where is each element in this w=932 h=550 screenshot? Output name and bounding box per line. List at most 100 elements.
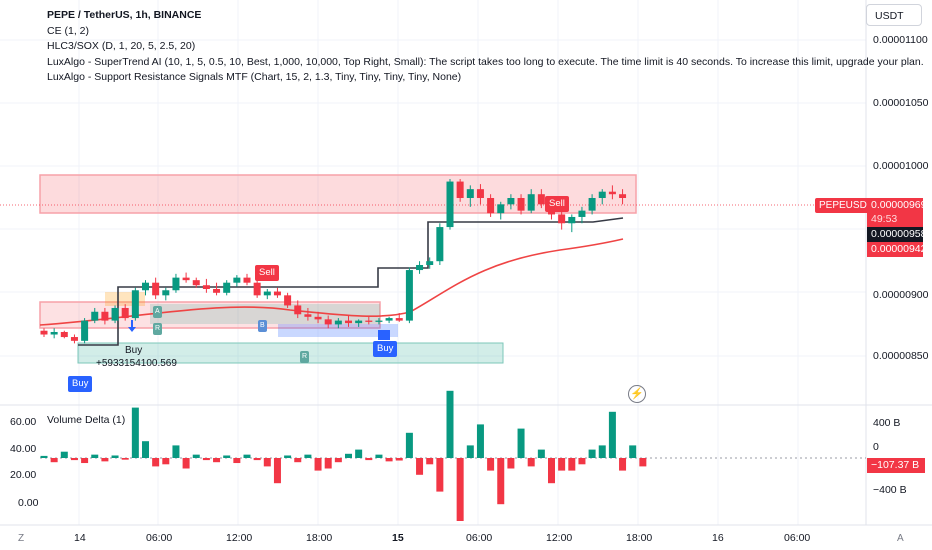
vd-bar [111,455,119,458]
candle-body [487,198,495,214]
sell-signal-1: Sell [255,265,279,281]
vd-bar [385,458,393,462]
candle-body [162,290,170,296]
vd-bar [243,454,251,458]
price-tick-1: 0.00001100 [873,34,928,46]
candle-body [619,194,627,198]
vd-bar [253,458,261,461]
currency-selector[interactable]: USDT [866,4,922,26]
candle-body [131,290,139,319]
buy-signal-1: Buy [68,376,93,392]
vd-bar [436,458,444,492]
time-tick-5: 15 [392,532,404,544]
vd-bar [70,458,78,461]
vd-bar [202,458,210,461]
candle-body [537,194,545,205]
candle-body [40,330,48,335]
time-tick-2: 06:00 [146,532,173,544]
candle-body [334,320,342,325]
trend-curve-red [39,238,624,326]
candle-body [588,198,596,211]
candle-body [558,214,566,224]
time-tick-3: 12:00 [226,532,253,544]
candle-body [91,311,99,321]
time-tick-7: 12:00 [546,532,573,544]
candle-body [446,181,454,228]
vd-last-value-tag: −107.37 B [867,458,925,473]
vd-bar [273,458,281,484]
vd-bar [629,445,637,458]
vd-bar [304,454,312,458]
vd-bar [456,458,464,521]
sell-signal-2: Sell [545,196,569,212]
candle-body [223,282,231,293]
price-tick-3: 0.00001000 [873,160,929,172]
vd-bar [172,445,180,458]
vd-bar [314,458,322,471]
vd-bar [50,458,58,463]
corner-label-left: Z [18,533,25,544]
vd-bar [416,458,424,475]
candle-body [202,285,210,290]
candle-body [142,282,149,291]
candle-body [314,316,322,320]
candle-body [456,181,464,198]
candle-body [70,337,78,341]
candle-body [578,210,586,217]
vd-bar [395,458,403,461]
vd-bar [121,458,129,460]
trend-step-black [78,217,624,346]
candle-body [426,261,434,265]
last-price-tag: 0.00000969 [867,198,926,213]
candle-body [345,320,352,324]
lightning-icon[interactable]: ⚡ [628,385,646,403]
candle-body [121,307,129,319]
vd-left-tick-3: 20.00 [10,469,37,481]
symbol-tag: PEPEUSDT [815,198,877,213]
vd-left-tick-4: 0.00 [18,497,39,509]
candle-body [213,289,221,293]
candle-body [192,280,200,286]
orange-zone [105,292,145,306]
candle-body [497,204,505,214]
candle-body [365,320,373,322]
candle-body [233,277,241,283]
candle-body [50,331,58,335]
candle-body [101,311,109,321]
vd-bar [324,458,332,469]
vd-left-tick-1: 60.00 [10,416,37,428]
buy-plain-label: Buy [125,345,143,356]
vd-bar [284,455,292,458]
vd-bar [152,458,160,467]
chart-legend: PEPE / TetherUS, 1h, BINANCE CE (1, 2) H… [47,8,924,86]
vd-bar [588,449,596,458]
candle-body [152,282,160,296]
vd-bar [233,458,241,464]
candle-body [284,295,292,306]
vd-bar [426,458,434,465]
vd-bar [334,458,342,463]
level-red-tag: 0.00000942 [867,242,926,257]
candle-body [598,191,606,198]
vd-bar [365,458,373,461]
marker-a: A [153,306,162,318]
candle-body [355,320,363,324]
vd-bar [192,454,200,458]
candle-body [263,291,271,296]
vd-bar [81,458,89,464]
candle-body [405,270,413,321]
price-tick-4: 0.00000900 [873,289,929,301]
vd-bar [101,458,109,462]
legend-sr-signals: LuxAlgo - Support Resistance Signals MTF… [47,71,462,83]
vd-bar [142,441,149,458]
vd-bar [375,454,383,458]
vd-bar [213,458,221,463]
buy-arrow-1 [128,320,136,332]
candle-body [81,320,89,341]
volume-delta-title: Volume Delta (1) [47,414,126,426]
candle-body [476,189,484,198]
vd-bar [60,451,68,458]
vd-bar [476,424,484,458]
price-tick-5: 0.00000850 [873,350,929,362]
